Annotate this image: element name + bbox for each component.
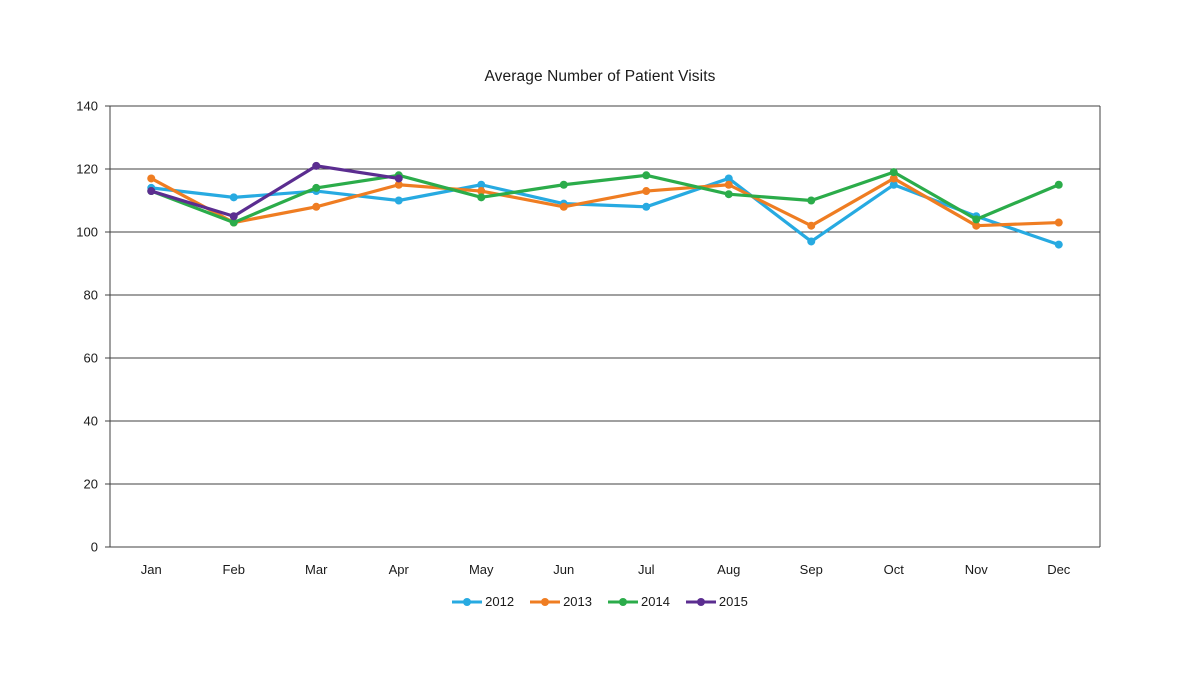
series-line-2013 [149,176,1061,228]
legend-item-2014: 2014 [608,594,670,609]
x-axis-label-Aug: Aug [717,562,740,577]
y-axis-label-120: 120 [76,162,98,177]
data-point-2015-Jan [147,187,156,196]
x-axis-label-Feb: Feb [223,562,245,577]
legend-label-2012: 2012 [485,594,515,609]
x-axis-label-Apr: Apr [389,562,410,577]
data-point-2013-Jan [147,174,156,183]
data-point-2014-May [477,193,486,202]
data-point-2012-Feb [229,193,238,202]
x-axis-label-Sep: Sep [800,562,823,577]
y-axis-label-20: 20 [84,477,98,492]
data-point-2012-May [477,180,486,189]
chart-legend: 2012 2013 2014 2015 [0,594,1200,609]
data-point-2013-Jun [559,202,568,211]
data-point-2013-Jul [642,187,651,196]
data-point-2014-Sep [807,196,816,205]
data-point-2013-Sep [807,221,816,230]
legend-label-2014: 2014 [641,594,670,609]
y-axis-label-40: 40 [84,414,98,429]
y-axis-label-100: 100 [76,225,98,240]
data-point-2013-Mar [312,202,321,211]
y-axis-label-140: 140 [76,99,98,114]
data-point-2013-Aug [724,180,733,189]
data-point-2014-Mar [312,183,321,192]
legend-label-2013: 2013 [563,594,592,609]
x-axis-label-Mar: Mar [305,562,328,577]
legend-marker-2013 [530,597,561,606]
data-point-2013-Dec [1054,218,1063,227]
data-point-2014-Feb [229,218,238,227]
data-point-2014-Aug [724,190,733,199]
data-point-2014-Dec [1054,180,1063,189]
data-point-2012-Oct [889,180,898,189]
data-point-2014-Nov [972,215,981,224]
x-axis-label-Dec: Dec [1047,562,1071,577]
data-point-2014-Jul [642,171,651,180]
data-point-2015-Apr [394,174,403,183]
data-point-2012-Jul [642,202,651,211]
y-axis-label-60: 60 [84,351,98,366]
data-point-2013-Oct [889,174,898,183]
data-point-2014-Oct [889,168,898,177]
series-line-2015 [149,164,401,218]
data-point-2012-Sep [807,237,816,246]
data-point-2012-Dec [1054,240,1063,249]
x-axis-label-Jul: Jul [638,562,655,577]
data-point-2015-Feb [229,212,238,221]
y-axis-label-80: 80 [84,288,98,303]
data-point-2014-Jun [559,180,568,189]
legend-item-2015: 2015 [685,594,748,609]
legend-marker-2015 [685,597,716,606]
x-axis-label-Oct: Oct [884,562,905,577]
x-axis-label-May: May [469,562,494,577]
legend-marker-2014 [608,597,638,606]
x-axis-label-Nov: Nov [965,562,989,577]
legend-item-2013: 2013 [530,594,592,609]
series-line-2014 [149,170,1061,225]
legend-marker-2012 [452,597,483,606]
chart-title: Average Number of Patient Visits [484,68,716,85]
data-point-2012-Aug [724,174,733,183]
x-axis-label-Jan: Jan [141,562,162,577]
x-axis-label-Jun: Jun [553,562,574,577]
data-point-2015-Mar [312,161,321,170]
legend-item-2012: 2012 [452,594,514,609]
data-point-2013-Nov [972,221,981,230]
legend-label-2015: 2015 [718,594,748,609]
data-point-2012-Apr [394,196,403,205]
data-point-2013-May [477,187,486,196]
y-axis-label-0: 0 [91,540,98,555]
data-point-2013-Apr [394,180,403,189]
